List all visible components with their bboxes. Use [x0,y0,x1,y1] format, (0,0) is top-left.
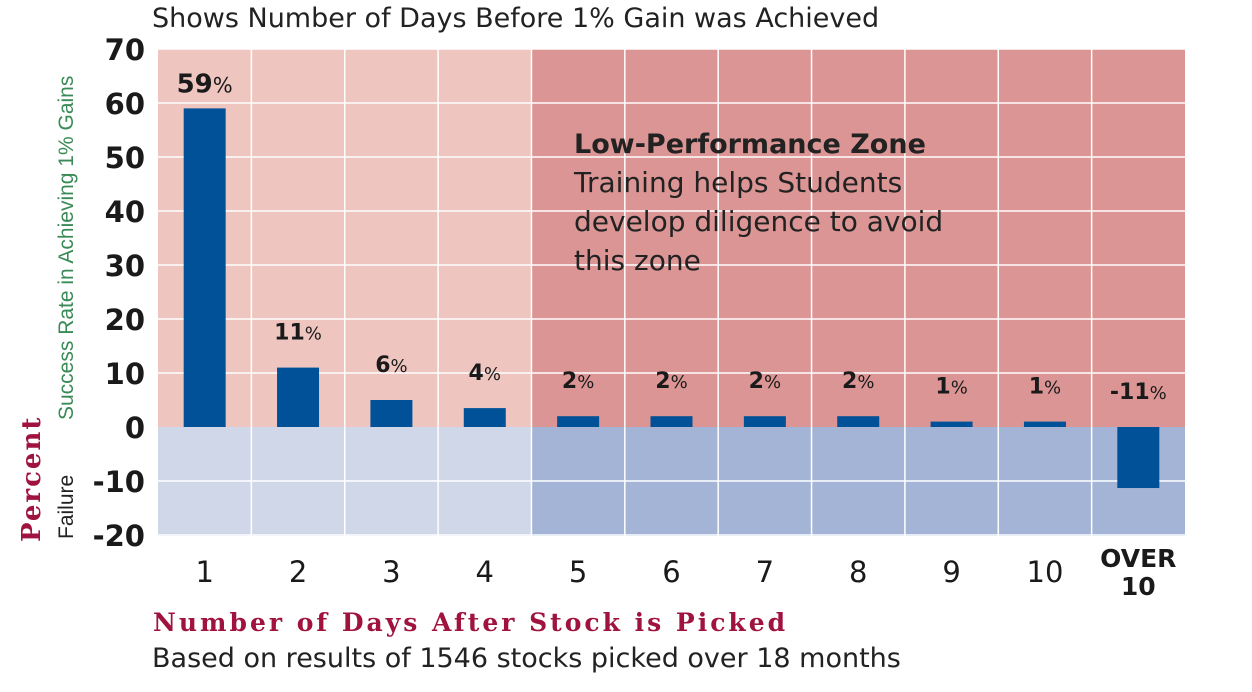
data-label: 1% [1029,375,1061,400]
zone-text-line-3: this zone [574,244,701,277]
plot-background [158,49,1185,536]
y-axis-ticks: 70 60 50 40 30 20 10 0 -10 -20 [93,33,145,553]
y-tick-label: 20 [105,303,145,337]
chart-subtitle: Shows Number of Days Before 1% Gain was … [152,3,879,34]
x-tick-label: 1 [195,555,213,589]
y-tick-label: 40 [105,195,145,229]
data-label: 4% [469,361,501,386]
bar [463,408,506,427]
chart-footnote: Based on results of 1546 stocks picked o… [152,643,901,674]
bar [743,416,786,427]
y-axis-title-failure: Failure [55,475,78,539]
zone-text-line-1: Training helps Students [573,166,902,199]
data-label: 59% [177,69,233,99]
x-axis-ticks: 1 2 3 4 5 6 7 8 9 10 OVER 10 [195,544,1176,601]
x-tick-label: 2 [289,555,307,589]
y-tick-label: 70 [105,33,145,67]
y-tick-label: 30 [105,249,145,283]
y-tick-label: -20 [93,519,145,553]
data-label: 2% [562,369,594,394]
bar [650,416,693,427]
y-tick-label: 10 [105,357,145,391]
data-label: 11% [274,321,322,346]
data-label: 6% [375,353,407,378]
y-tick-label: -10 [93,465,145,499]
bar [370,400,413,427]
bar [837,416,880,427]
x-tick-label: 6 [662,555,680,589]
bars [183,108,1160,489]
zone-title: Low-Performance Zone [574,129,926,160]
bar [930,421,973,427]
data-labels: 59% 11% 6% 4% 2% 2% 2% 2% 1% 1% -11% [177,69,1167,405]
x-tick-label: 4 [476,555,494,589]
x-tick-label: 7 [756,555,774,589]
x-tick-label: 3 [382,555,400,589]
bar [557,416,600,427]
bar [1023,421,1066,427]
x-tick-label: 9 [942,555,960,589]
bar [277,367,320,427]
x-tick-label: 10 [1027,555,1064,589]
data-label: -11% [1110,380,1167,405]
y-axis-title-percent: Percent [17,416,47,542]
x-axis-title: Number of Days After Stock is Picked [153,608,788,637]
x-tick-label: 5 [569,555,587,589]
y-tick-label: 0 [125,411,145,445]
zone-text-line-2: develop diligence to avoid [574,205,943,238]
data-label: 2% [655,369,687,394]
x-tick-label: OVER 10 [1100,544,1176,601]
y-tick-label: 60 [105,87,145,121]
x-tick-label: 8 [849,555,867,589]
gridlines [158,48,1185,536]
data-label: 2% [749,369,781,394]
y-axis-title-success: Success Rate in Achieving 1% Gains [55,76,78,420]
bar [1117,427,1160,489]
data-label: 2% [842,369,874,394]
low-performance-zone [531,49,1185,427]
data-label: 1% [935,375,967,400]
y-tick-label: 50 [105,141,145,175]
bar [183,108,226,428]
